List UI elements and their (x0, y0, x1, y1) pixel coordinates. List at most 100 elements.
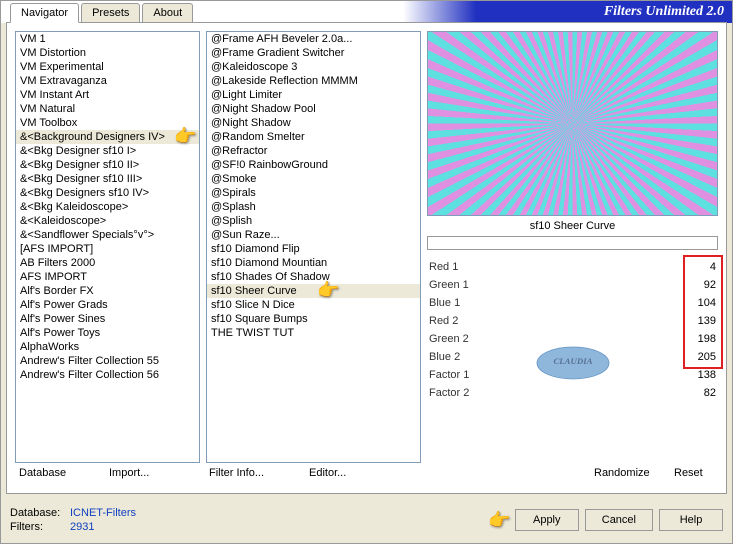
list-item[interactable]: @Splash (207, 200, 420, 214)
footer: Database:ICNET-Filters Filters:2931 👉 Ap… (0, 496, 733, 544)
list-item[interactable]: @Sun Raze... (207, 228, 420, 242)
param-label: Green 1 (429, 279, 499, 291)
randomize-link[interactable]: Randomize (594, 467, 674, 479)
tab-strip: Navigator Presets About (10, 3, 195, 22)
list-item[interactable]: VM Natural (16, 102, 199, 116)
preview-panel: sf10 Sheer Curve CLAUDIA Red 1 4 Green 1 92… (427, 31, 718, 463)
list-item[interactable]: @Random Smelter (207, 130, 420, 144)
list-item[interactable]: THE TWIST TUT (207, 326, 420, 340)
list-item[interactable]: AFS IMPORT (16, 270, 199, 284)
list-item[interactable]: VM Extravaganza (16, 74, 199, 88)
preview-image (427, 31, 718, 216)
help-button[interactable]: Help (659, 509, 723, 531)
database-link[interactable]: Database (19, 467, 109, 479)
list-item[interactable]: Andrew's Filter Collection 55 (16, 354, 199, 368)
list-item[interactable]: AB Filters 2000 (16, 256, 199, 270)
app-title: Filters Unlimited 2.0 (604, 4, 724, 20)
param-label: Green 2 (429, 333, 499, 345)
filters-label: Filters: (10, 520, 70, 534)
list-item[interactable]: @Light Limiter (207, 88, 420, 102)
param-row: Factor 2 82 (427, 384, 718, 402)
list-item[interactable]: @Night Shadow Pool (207, 102, 420, 116)
list-item[interactable]: @SF!0 RainbowGround (207, 158, 420, 172)
param-label: Factor 2 (429, 387, 499, 399)
filter-list[interactable]: @Frame AFH Beveler 2.0a...@Frame Gradien… (206, 31, 421, 463)
param-label: Red 1 (429, 261, 499, 273)
list-item[interactable]: &<Bkg Designer sf10 III> (16, 172, 199, 186)
list-item[interactable]: Alf's Power Toys (16, 326, 199, 340)
pointer-icon: 👉 (488, 510, 510, 531)
list-item[interactable]: &<Bkg Designers sf10 IV> (16, 186, 199, 200)
param-label: Blue 2 (429, 351, 499, 363)
footer-info: Database:ICNET-Filters Filters:2931 (10, 506, 488, 534)
list-item[interactable]: @Frame Gradient Switcher (207, 46, 420, 60)
list-item[interactable]: sf10 Diamond Mountian (207, 256, 420, 270)
reset-link[interactable]: Reset (674, 467, 714, 479)
list-item[interactable]: VM Distortion (16, 46, 199, 60)
tab-presets[interactable]: Presets (81, 3, 140, 22)
watermark: CLAUDIA (533, 343, 613, 386)
preview-label: sf10 Sheer Curve (427, 216, 718, 236)
list-item[interactable]: &<Kaleidoscope> (16, 214, 199, 228)
list-item[interactable]: @Night Shadow (207, 116, 420, 130)
list-item[interactable]: Andrew's Filter Collection 56 (16, 368, 199, 382)
params-area: CLAUDIA Red 1 4 Green 1 92 Blue 1 104 Red 2 139… (427, 258, 718, 463)
bottom-links-bar: Database Import... Filter Info... Editor… (15, 463, 718, 483)
apply-button[interactable]: Apply (515, 509, 579, 531)
svg-text:CLAUDIA: CLAUDIA (553, 356, 592, 366)
param-row: Red 1 4 (427, 258, 718, 276)
list-item[interactable]: sf10 Square Bumps (207, 312, 420, 326)
param-label: Factor 1 (429, 369, 499, 381)
list-item[interactable]: VM 1 (16, 32, 199, 46)
param-value: 104 (686, 297, 716, 309)
tab-navigator[interactable]: Navigator (10, 3, 79, 23)
list-item[interactable]: Alf's Power Sines (16, 312, 199, 326)
tab-about[interactable]: About (142, 3, 193, 22)
db-label: Database: (10, 506, 70, 520)
list-item[interactable]: VM Toolbox (16, 116, 199, 130)
filter-info-link[interactable]: Filter Info... (209, 467, 309, 479)
list-item[interactable]: @Lakeside Reflection MMMM (207, 74, 420, 88)
list-item[interactable]: Alf's Power Grads (16, 298, 199, 312)
param-value: 139 (686, 315, 716, 327)
list-item[interactable]: @Smoke (207, 172, 420, 186)
cancel-button[interactable]: Cancel (585, 509, 653, 531)
list-item[interactable]: &<Background Designers IV>👉 (16, 130, 199, 144)
editor-link[interactable]: Editor... (309, 467, 389, 479)
list-item[interactable]: AlphaWorks (16, 340, 199, 354)
list-item[interactable]: Alf's Border FX (16, 284, 199, 298)
param-row: Green 1 92 (427, 276, 718, 294)
list-item[interactable]: &<Bkg Kaleidoscope> (16, 200, 199, 214)
param-row: Red 2 139 (427, 312, 718, 330)
list-item[interactable]: &<Bkg Designer sf10 I> (16, 144, 199, 158)
param-value: 4 (686, 261, 716, 273)
category-list[interactable]: VM 1VM DistortionVM ExperimentalVM Extra… (15, 31, 200, 463)
list-item[interactable]: &<Sandflower Specials°v°> (16, 228, 199, 242)
param-value: 82 (686, 387, 716, 399)
param-value: 92 (686, 279, 716, 291)
list-item[interactable]: @Refractor (207, 144, 420, 158)
list-item[interactable]: @Spirals (207, 186, 420, 200)
db-value: ICNET-Filters (70, 507, 136, 519)
list-item[interactable]: sf10 Slice N Dice (207, 298, 420, 312)
list-item[interactable]: @Splish (207, 214, 420, 228)
list-item[interactable]: sf10 Sheer Curve👉 (207, 284, 420, 298)
list-item[interactable]: @Kaleidoscope 3 (207, 60, 420, 74)
list-item[interactable]: VM Instant Art (16, 88, 199, 102)
param-label: Blue 1 (429, 297, 499, 309)
navigator-panel: VM 1VM DistortionVM ExperimentalVM Extra… (6, 22, 727, 494)
list-item[interactable]: sf10 Shades Of Shadow (207, 270, 420, 284)
list-item[interactable]: [AFS IMPORT] (16, 242, 199, 256)
filters-value: 2931 (70, 521, 94, 533)
param-row: Blue 1 104 (427, 294, 718, 312)
list-item[interactable]: @Frame AFH Beveler 2.0a... (207, 32, 420, 46)
list-item[interactable]: sf10 Diamond Flip (207, 242, 420, 256)
list-item[interactable]: VM Experimental (16, 60, 199, 74)
param-value: 205 (686, 351, 716, 363)
param-value: 198 (686, 333, 716, 345)
param-value: 138 (686, 369, 716, 381)
param-label: Red 2 (429, 315, 499, 327)
progress-bar (427, 236, 718, 250)
import-link[interactable]: Import... (109, 467, 209, 479)
list-item[interactable]: &<Bkg Designer sf10 II> (16, 158, 199, 172)
